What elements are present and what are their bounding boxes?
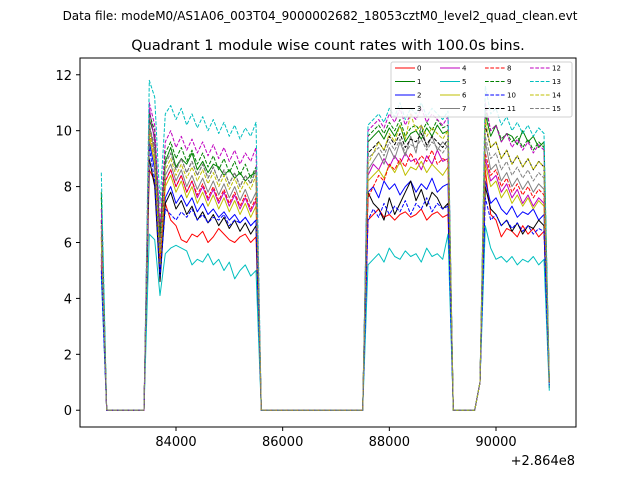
- legend-label-6: 6: [462, 92, 467, 100]
- x-tick-label: 84000: [155, 435, 196, 450]
- y-tick-label: 10: [55, 125, 72, 140]
- legend-label-1: 1: [417, 78, 421, 86]
- y-tick-label: 6: [64, 237, 72, 252]
- legend-label-15: 15: [552, 105, 561, 113]
- x-tick-label: 90000: [475, 435, 516, 450]
- legend-label-14: 14: [552, 92, 561, 100]
- series-line-7: [100, 124, 550, 411]
- legend-label-0: 0: [417, 65, 421, 73]
- series-layer: [100, 79, 550, 411]
- series-line-15: [100, 124, 550, 411]
- series-line-2: [100, 141, 550, 411]
- series-line-5: [100, 225, 550, 411]
- legend-label-12: 12: [552, 65, 561, 73]
- legend-label-8: 8: [507, 65, 511, 73]
- x-axis: 84000 86000 88000 90000: [155, 427, 517, 450]
- x-tick-label: 88000: [369, 435, 410, 450]
- legend-label-4: 4: [462, 65, 467, 73]
- legend-label-10: 10: [507, 92, 516, 100]
- series-line-14: [100, 113, 550, 411]
- y-tick-label: 12: [55, 69, 72, 84]
- legend-label-11: 11: [507, 105, 516, 113]
- series-line-3: [100, 158, 550, 411]
- series-line-10: [100, 147, 550, 411]
- y-axis: 0 2 4 6 8 10 12: [55, 69, 80, 419]
- chart-title: Quadrant 1 module wise count rates with …: [131, 38, 525, 54]
- legend-label-13: 13: [552, 78, 561, 86]
- series-line-12: [100, 102, 550, 411]
- y-tick-label: 8: [64, 181, 72, 196]
- legend-label-5: 5: [462, 78, 466, 86]
- series-line-6: [100, 135, 550, 411]
- series-line-13: [100, 79, 550, 411]
- x-tick-label: 86000: [262, 435, 303, 450]
- y-tick-label: 4: [64, 292, 72, 307]
- legend-label-9: 9: [507, 78, 511, 86]
- series-line-8: [100, 130, 550, 411]
- legend-label-7: 7: [462, 105, 466, 113]
- y-tick-label: 2: [64, 348, 72, 363]
- y-tick-label: 0: [64, 404, 72, 419]
- chart-suptitle: Data file: modeM0/AS1A06_003T04_90000026…: [63, 9, 578, 23]
- legend-box: [390, 61, 573, 118]
- legend-label-3: 3: [417, 105, 421, 113]
- x-axis-offset-label: +2.864e8: [511, 454, 575, 469]
- series-line-9: [100, 107, 550, 411]
- legend-label-2: 2: [417, 92, 421, 100]
- series-line-0: [100, 169, 550, 411]
